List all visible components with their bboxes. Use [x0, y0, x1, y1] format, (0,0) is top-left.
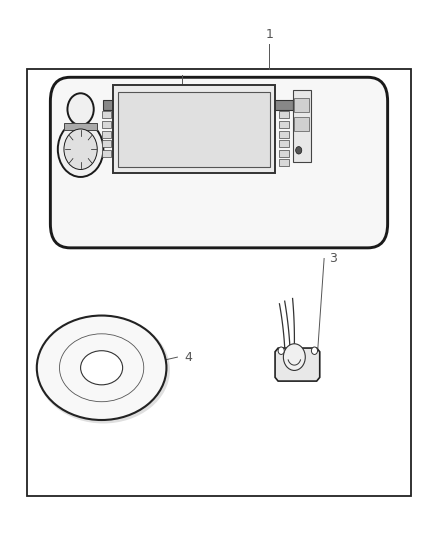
- Ellipse shape: [37, 316, 166, 420]
- Bar: [102, 150, 111, 157]
- Bar: [113, 85, 275, 173]
- Text: 1: 1: [265, 28, 273, 41]
- Circle shape: [283, 344, 305, 370]
- Circle shape: [296, 147, 302, 154]
- Bar: [102, 131, 111, 138]
- Bar: [294, 98, 309, 112]
- Bar: [293, 90, 311, 162]
- Ellipse shape: [81, 351, 123, 385]
- Bar: [297, 99, 308, 111]
- Bar: [294, 117, 309, 131]
- Bar: [64, 123, 97, 130]
- Bar: [279, 150, 289, 157]
- Bar: [102, 140, 111, 147]
- Text: 2: 2: [178, 106, 186, 118]
- Bar: [279, 111, 289, 118]
- Bar: [279, 121, 289, 128]
- Circle shape: [58, 122, 103, 177]
- Bar: [27, 69, 411, 496]
- Bar: [102, 111, 111, 118]
- Ellipse shape: [60, 334, 144, 402]
- Bar: [118, 92, 270, 167]
- Bar: [279, 159, 289, 166]
- Text: 4: 4: [184, 351, 192, 364]
- Bar: [103, 100, 293, 110]
- Circle shape: [311, 347, 318, 354]
- Circle shape: [67, 93, 94, 125]
- Circle shape: [64, 129, 97, 169]
- Ellipse shape: [37, 317, 170, 423]
- Bar: [102, 121, 111, 128]
- Bar: [279, 140, 289, 147]
- FancyBboxPatch shape: [50, 77, 388, 248]
- Circle shape: [278, 347, 284, 354]
- Bar: [279, 131, 289, 138]
- Polygon shape: [275, 348, 320, 381]
- Text: 3: 3: [329, 252, 337, 265]
